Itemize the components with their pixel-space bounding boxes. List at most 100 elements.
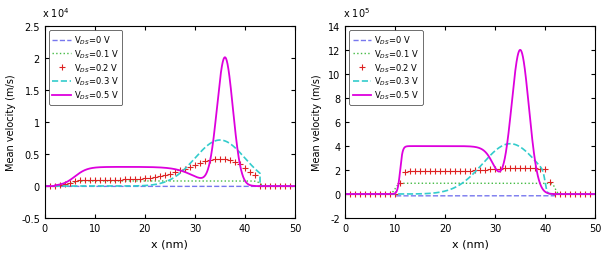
V$_{DS}$=0.2 V xyxy=(582,193,589,196)
V$_{DS}$=0.2 V xyxy=(197,162,204,165)
V$_{DS}$=0.2 V xyxy=(432,170,439,173)
Line: V$_{DS}$=0 V: V$_{DS}$=0 V xyxy=(345,194,595,196)
V$_{DS}$=0.2 V xyxy=(81,179,89,182)
V$_{DS}$=0.1 V xyxy=(189,180,196,183)
V$_{DS}$=0.1 V xyxy=(538,182,546,185)
V$_{DS}$=0.2 V xyxy=(492,168,499,171)
V$_{DS}$=0.2 V xyxy=(226,159,234,162)
V$_{DS}$=0.2 V xyxy=(541,168,549,171)
V$_{DS}$=0.5 V xyxy=(463,145,470,148)
V$_{DS}$=0.1 V xyxy=(54,185,61,188)
V$_{DS}$=0.3 V xyxy=(463,179,470,182)
Y-axis label: Mean velocity (m/s): Mean velocity (m/s) xyxy=(5,74,16,171)
V$_{DS}$=0.2 V xyxy=(487,168,494,171)
V$_{DS}$=0.2 V xyxy=(456,170,464,173)
V$_{DS}$=0.2 V xyxy=(51,184,58,187)
V$_{DS}$=0 V xyxy=(238,185,245,188)
V$_{DS}$=0.2 V xyxy=(497,167,504,170)
V$_{DS}$=0.2 V xyxy=(106,178,114,181)
V$_{DS}$=0.2 V xyxy=(421,170,429,173)
V$_{DS}$=0.3 V xyxy=(284,185,291,188)
X-axis label: x (nm): x (nm) xyxy=(152,239,188,248)
V$_{DS}$=0.1 V xyxy=(585,193,592,196)
V$_{DS}$=0.2 V xyxy=(287,185,294,188)
V$_{DS}$=0.2 V xyxy=(387,193,394,196)
V$_{DS}$=0.5 V xyxy=(54,184,61,187)
V$_{DS}$=0.5 V xyxy=(592,193,599,196)
V$_{DS}$=0.2 V xyxy=(202,160,209,163)
V$_{DS}$=0 V xyxy=(284,185,291,188)
V$_{DS}$=0.2 V xyxy=(266,185,274,188)
V$_{DS}$=0.3 V xyxy=(585,193,592,196)
V$_{DS}$=0.2 V xyxy=(476,169,484,172)
V$_{DS}$=0 V xyxy=(342,193,349,196)
V$_{DS}$=0.5 V xyxy=(342,193,349,196)
V$_{DS}$=0.3 V xyxy=(216,139,223,142)
Text: x 10$^5$: x 10$^5$ xyxy=(342,6,370,20)
V$_{DS}$=0.5 V xyxy=(291,185,299,188)
V$_{DS}$=0.1 V xyxy=(41,185,49,188)
V$_{DS}$=0.2 V xyxy=(151,176,158,179)
V$_{DS}$=0.2 V xyxy=(481,168,489,171)
V$_{DS}$=0.2 V xyxy=(171,171,178,174)
V$_{DS}$=0.5 V xyxy=(538,187,546,190)
V$_{DS}$=0.3 V xyxy=(506,142,514,146)
V$_{DS}$=0 V xyxy=(163,185,170,188)
V$_{DS}$=0.2 V xyxy=(211,158,219,161)
V$_{DS}$=0.2 V xyxy=(117,178,124,181)
V$_{DS}$=0.3 V xyxy=(41,185,49,188)
V$_{DS}$=0.2 V xyxy=(512,167,519,170)
V$_{DS}$=0.2 V xyxy=(401,170,409,173)
V$_{DS}$=0.2 V xyxy=(282,185,289,188)
V$_{DS}$=0.1 V xyxy=(284,185,291,188)
V$_{DS}$=0.2 V xyxy=(507,167,514,170)
V$_{DS}$=0.2 V xyxy=(141,177,149,180)
Text: x 10$^4$: x 10$^4$ xyxy=(42,6,70,20)
V$_{DS}$=0.2 V xyxy=(416,170,424,173)
V$_{DS}$=0.2 V xyxy=(191,164,198,167)
V$_{DS}$=0.2 V xyxy=(472,169,479,172)
V$_{DS}$=0.2 V xyxy=(251,174,259,177)
V$_{DS}$=0.1 V xyxy=(463,182,470,185)
V$_{DS}$=0.3 V xyxy=(54,185,61,188)
V$_{DS}$=0 V xyxy=(393,195,400,198)
V$_{DS}$=0.5 V xyxy=(41,185,49,188)
V$_{DS}$=0.2 V xyxy=(517,166,524,169)
V$_{DS}$=0.2 V xyxy=(527,167,534,170)
V$_{DS}$=0.2 V xyxy=(436,170,444,173)
Line: V$_{DS}$=0.1 V: V$_{DS}$=0.1 V xyxy=(45,181,295,186)
Line: V$_{DS}$=0.2 V: V$_{DS}$=0.2 V xyxy=(42,157,293,189)
V$_{DS}$=0.2 V xyxy=(161,174,169,177)
V$_{DS}$=0.2 V xyxy=(237,163,244,166)
V$_{DS}$=0.2 V xyxy=(577,193,584,196)
V$_{DS}$=0.5 V xyxy=(284,185,291,188)
Line: V$_{DS}$=0.1 V: V$_{DS}$=0.1 V xyxy=(345,184,595,194)
V$_{DS}$=0.2 V xyxy=(441,170,449,173)
V$_{DS}$=0.5 V xyxy=(585,193,592,196)
V$_{DS}$=0 V xyxy=(291,185,299,188)
V$_{DS}$=0.2 V xyxy=(447,170,454,173)
V$_{DS}$=0.2 V xyxy=(101,178,109,181)
V$_{DS}$=0.2 V xyxy=(217,158,224,161)
Line: V$_{DS}$=0.2 V: V$_{DS}$=0.2 V xyxy=(342,165,593,197)
V$_{DS}$=0.3 V xyxy=(354,193,362,196)
V$_{DS}$=0.2 V xyxy=(111,178,118,181)
V$_{DS}$=0.2 V xyxy=(126,178,134,181)
V$_{DS}$=0.2 V xyxy=(271,185,279,188)
V$_{DS}$=0.1 V xyxy=(239,180,246,183)
V$_{DS}$=0.2 V xyxy=(371,193,379,196)
Line: V$_{DS}$=0.5 V: V$_{DS}$=0.5 V xyxy=(45,58,295,186)
V$_{DS}$=0.2 V xyxy=(41,185,49,188)
V$_{DS}$=0.2 V xyxy=(356,193,364,196)
V$_{DS}$=0.2 V xyxy=(86,179,93,182)
V$_{DS}$=0.2 V xyxy=(347,193,354,196)
V$_{DS}$=0.1 V xyxy=(156,180,163,183)
V$_{DS}$=0 V xyxy=(585,193,592,196)
V$_{DS}$=0 V xyxy=(585,193,592,196)
V$_{DS}$=0.2 V xyxy=(222,158,229,161)
V$_{DS}$=0.2 V xyxy=(71,180,78,183)
V$_{DS}$=0.2 V xyxy=(396,181,404,184)
V$_{DS}$=0.2 V xyxy=(146,177,154,180)
V$_{DS}$=0.2 V xyxy=(157,175,164,178)
V$_{DS}$=0.5 V xyxy=(354,193,362,196)
